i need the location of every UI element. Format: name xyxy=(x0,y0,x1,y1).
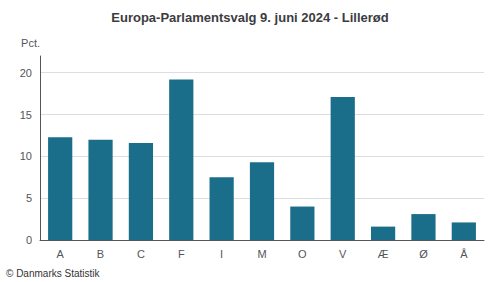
svg-text:B: B xyxy=(97,248,104,260)
svg-text:10: 10 xyxy=(20,150,32,162)
svg-text:Europa-Parlamentsvalg 9. juni: Europa-Parlamentsvalg 9. juni 2024 - Lil… xyxy=(111,10,388,25)
svg-text:F: F xyxy=(178,248,185,260)
svg-text:Pct.: Pct. xyxy=(21,37,40,49)
svg-text:© Danmarks Statistik: © Danmarks Statistik xyxy=(6,268,101,279)
svg-text:C: C xyxy=(137,248,145,260)
svg-text:Æ: Æ xyxy=(378,248,389,260)
svg-text:5: 5 xyxy=(26,192,32,204)
svg-text:M: M xyxy=(257,248,266,260)
svg-text:20: 20 xyxy=(20,67,32,79)
svg-text:Å: Å xyxy=(460,248,468,260)
svg-text:I: I xyxy=(220,248,223,260)
svg-text:A: A xyxy=(57,248,65,260)
svg-text:O: O xyxy=(298,248,307,260)
svg-text:0: 0 xyxy=(26,234,32,246)
svg-text:V: V xyxy=(339,248,347,260)
svg-text:15: 15 xyxy=(20,109,32,121)
svg-text:Ø: Ø xyxy=(419,248,428,260)
